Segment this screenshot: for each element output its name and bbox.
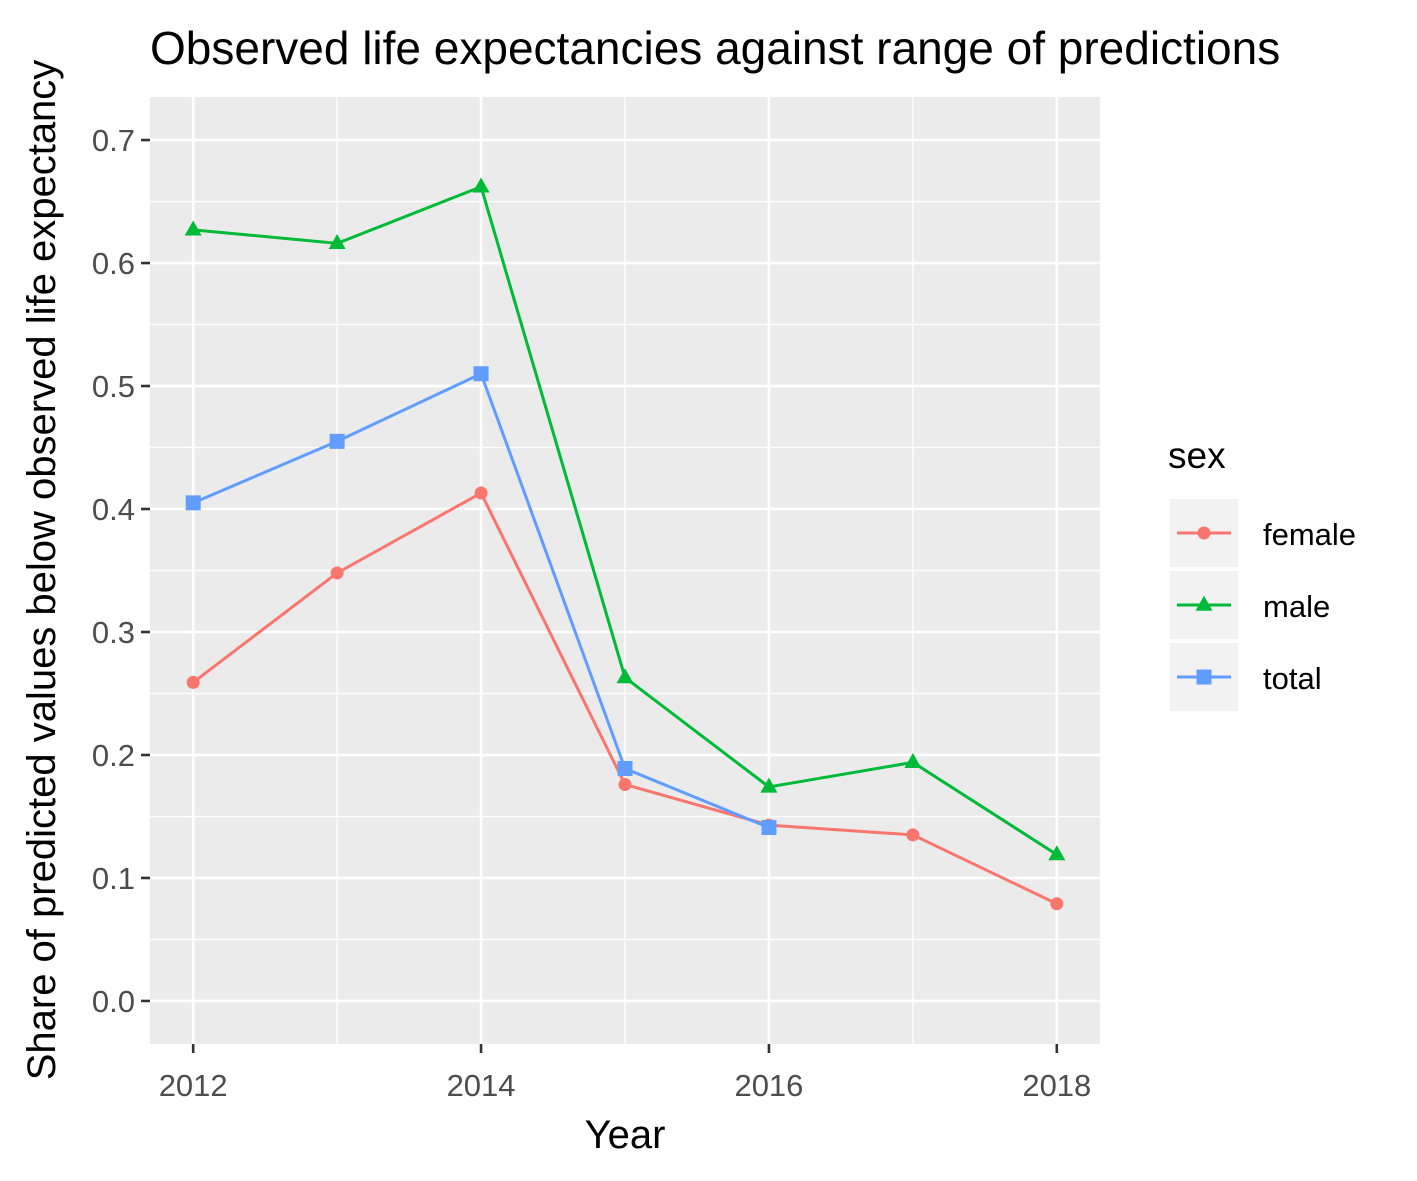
y-tick-label: 0.0 xyxy=(92,984,135,1019)
y-tick-label: 0.6 xyxy=(92,246,135,281)
data-point-female xyxy=(186,675,200,689)
data-point-male xyxy=(328,234,346,250)
y-tick-label: 0.3 xyxy=(92,615,135,650)
legend-item-male: male xyxy=(1170,571,1330,639)
series-layer xyxy=(184,177,1066,911)
y-axis-title: Share of predicted values below observed… xyxy=(20,60,64,1081)
x-tick-label: 2012 xyxy=(159,1068,228,1103)
data-point-total xyxy=(473,366,489,382)
data-point-female xyxy=(906,828,920,842)
y-tick-label: 0.7 xyxy=(92,123,135,158)
x-tick-label: 2016 xyxy=(734,1068,803,1103)
x-axis-title: Year xyxy=(585,1113,666,1157)
y-tick-label: 0.2 xyxy=(92,738,135,773)
data-point-male xyxy=(472,177,490,193)
legend-title: sex xyxy=(1168,435,1226,476)
y-tick-label: 0.4 xyxy=(92,492,135,527)
series-total xyxy=(185,366,777,836)
data-point-total xyxy=(329,433,345,449)
data-point-total xyxy=(617,761,633,777)
data-point-male xyxy=(760,777,778,793)
x-tick-label: 2018 xyxy=(1022,1068,1091,1103)
legend-label-total: total xyxy=(1263,661,1322,696)
y-tick-label: 0.5 xyxy=(92,369,135,404)
legend-label-male: male xyxy=(1263,589,1330,624)
data-point-female xyxy=(618,777,632,791)
chart-title: Observed life expectancies against range… xyxy=(150,22,1280,74)
legend-label-female: female xyxy=(1263,517,1356,552)
data-point-female xyxy=(330,566,344,580)
y-tick-label: 0.1 xyxy=(92,861,135,896)
data-point-total xyxy=(761,820,777,836)
legend-item-female: female xyxy=(1170,499,1356,567)
data-point-female xyxy=(474,486,488,500)
data-point-female xyxy=(1050,897,1064,911)
data-point-male xyxy=(184,220,202,236)
data-point-total xyxy=(185,495,201,511)
legend-key-marker xyxy=(1197,526,1211,540)
data-point-male xyxy=(616,668,634,684)
axes: 0.0 0.1 0.2 0.3 0.4 0.5 0.6 0.7 2012 2014 2016 2018 xyxy=(92,123,1091,1103)
x-tick-label: 2014 xyxy=(447,1068,516,1103)
grid xyxy=(150,97,1100,1044)
series-male xyxy=(184,177,1066,861)
data-point-male xyxy=(1048,845,1066,861)
legend-key-marker xyxy=(1196,669,1212,685)
data-point-male xyxy=(904,753,922,769)
legend: sex female male total xyxy=(1168,435,1356,711)
legend-item-total: total xyxy=(1170,643,1322,711)
legend-key-marker xyxy=(1195,595,1213,611)
